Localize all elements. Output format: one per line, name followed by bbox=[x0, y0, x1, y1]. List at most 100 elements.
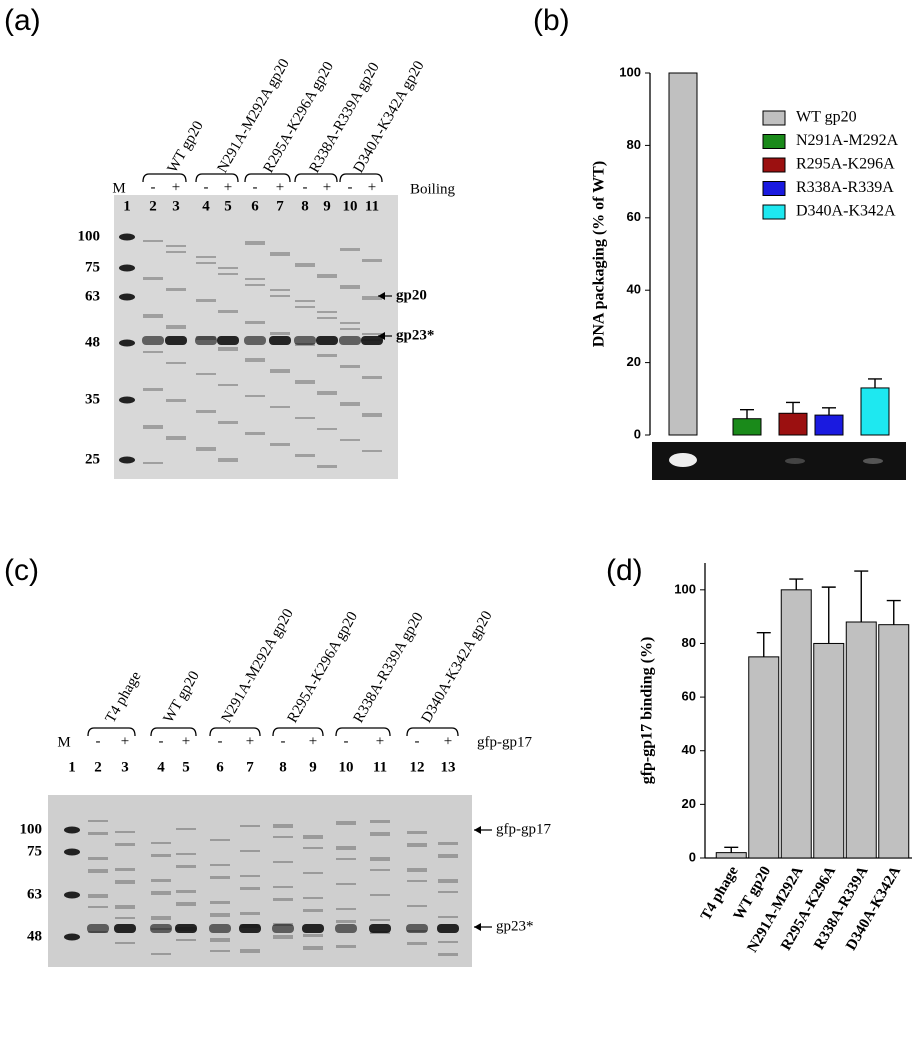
gel-band bbox=[303, 835, 323, 839]
bracket bbox=[142, 173, 187, 183]
bar bbox=[748, 656, 780, 859]
gel-band bbox=[362, 296, 382, 300]
gel-band bbox=[218, 421, 238, 424]
bar bbox=[715, 852, 747, 859]
gel-band bbox=[303, 934, 323, 937]
lane-sign: - bbox=[303, 179, 308, 195]
gel-band bbox=[303, 946, 323, 950]
gel-band bbox=[295, 454, 315, 457]
marker-size: 25 bbox=[85, 451, 100, 467]
gel-band bbox=[336, 846, 356, 850]
condition-label: gfp-gp17 bbox=[477, 734, 532, 750]
gel-band bbox=[407, 942, 427, 945]
lane-header: R295A-K296A gp20 bbox=[285, 609, 362, 726]
gel-band bbox=[166, 251, 186, 253]
lane-sign: - bbox=[348, 179, 353, 195]
gel-band bbox=[151, 916, 171, 920]
gel-band bbox=[240, 850, 260, 852]
bar bbox=[860, 387, 890, 436]
panel-label: (a) bbox=[4, 4, 41, 37]
gel-band bbox=[303, 847, 323, 849]
error-bar bbox=[821, 586, 836, 644]
gel-band bbox=[218, 458, 238, 462]
gel-band bbox=[370, 894, 390, 896]
gel-band bbox=[370, 919, 390, 921]
lane-sign: - bbox=[281, 733, 286, 749]
lane-number: 3 bbox=[172, 198, 180, 214]
gel-band bbox=[317, 465, 337, 468]
marker-size: 48 bbox=[27, 928, 42, 944]
lane-number: 1 bbox=[68, 759, 76, 775]
gel-band bbox=[336, 883, 356, 885]
marker-size: 100 bbox=[78, 228, 101, 244]
marker-lane-label: M bbox=[112, 180, 125, 196]
error-bar bbox=[724, 846, 739, 853]
lane-sign: + bbox=[368, 179, 376, 195]
gel-band bbox=[438, 941, 458, 943]
gel-band bbox=[270, 406, 290, 408]
gel-band bbox=[240, 825, 260, 827]
gel-band bbox=[240, 887, 260, 890]
gel-band bbox=[273, 861, 293, 863]
legend-swatch bbox=[762, 181, 786, 196]
lane-number: 4 bbox=[202, 198, 210, 214]
gel-band bbox=[209, 924, 231, 933]
bar bbox=[732, 418, 762, 436]
lane-number: 9 bbox=[309, 759, 317, 775]
arrowhead bbox=[378, 332, 385, 340]
gel-band bbox=[303, 897, 323, 899]
gel-band bbox=[166, 436, 186, 440]
marker-size: 75 bbox=[85, 259, 100, 275]
marker-size: 63 bbox=[27, 886, 42, 902]
lane-sign: + bbox=[444, 733, 452, 749]
gel-band bbox=[370, 857, 390, 861]
error-bar bbox=[786, 401, 800, 414]
gel-band bbox=[270, 295, 290, 297]
band-label: gp23* bbox=[396, 327, 434, 343]
gel-band bbox=[245, 278, 265, 280]
lane-number: 2 bbox=[94, 759, 102, 775]
lane-number: 2 bbox=[149, 198, 157, 214]
gel-band bbox=[240, 875, 260, 877]
gel-band bbox=[196, 299, 216, 302]
gel-band bbox=[362, 333, 382, 335]
gel-band bbox=[119, 396, 135, 404]
gel-band bbox=[336, 920, 356, 923]
gel-band bbox=[362, 259, 382, 262]
arrowhead bbox=[474, 826, 481, 834]
gel-band bbox=[317, 391, 337, 395]
gel-band bbox=[143, 314, 163, 318]
y-tick-label: 100 bbox=[674, 581, 696, 596]
legend-label: D340A-K342A bbox=[796, 203, 896, 220]
error-bar bbox=[868, 378, 882, 388]
gel-band bbox=[245, 432, 265, 435]
gel-band bbox=[407, 868, 427, 872]
lane-sign: + bbox=[323, 179, 331, 195]
y-tick-label: 20 bbox=[682, 796, 696, 811]
lane-header: N291A-M292A gp20 bbox=[219, 606, 297, 726]
error-bar bbox=[740, 408, 754, 419]
bracket bbox=[335, 727, 391, 737]
error-bar bbox=[756, 632, 771, 657]
lane-sign: + bbox=[224, 179, 232, 195]
gel-band bbox=[240, 949, 260, 953]
y-tick-label: 60 bbox=[682, 689, 696, 704]
gel-band bbox=[295, 380, 315, 384]
gel-band bbox=[407, 905, 427, 907]
legend-swatch bbox=[762, 134, 786, 149]
gel-band bbox=[210, 876, 230, 879]
gel-band bbox=[196, 373, 216, 375]
gel-band bbox=[176, 939, 196, 941]
gel-band bbox=[176, 828, 196, 830]
band-label: gp23* bbox=[496, 918, 534, 934]
lane-sign: - bbox=[415, 733, 420, 749]
lane-number: 1 bbox=[123, 198, 131, 214]
gel-band bbox=[317, 428, 337, 430]
y-tick-label: 0 bbox=[634, 426, 641, 441]
bracket bbox=[406, 727, 459, 737]
bar bbox=[845, 621, 877, 859]
gel-band bbox=[119, 233, 135, 241]
gel-band bbox=[210, 938, 230, 942]
gel-band bbox=[143, 351, 163, 353]
gel-band bbox=[210, 950, 230, 952]
